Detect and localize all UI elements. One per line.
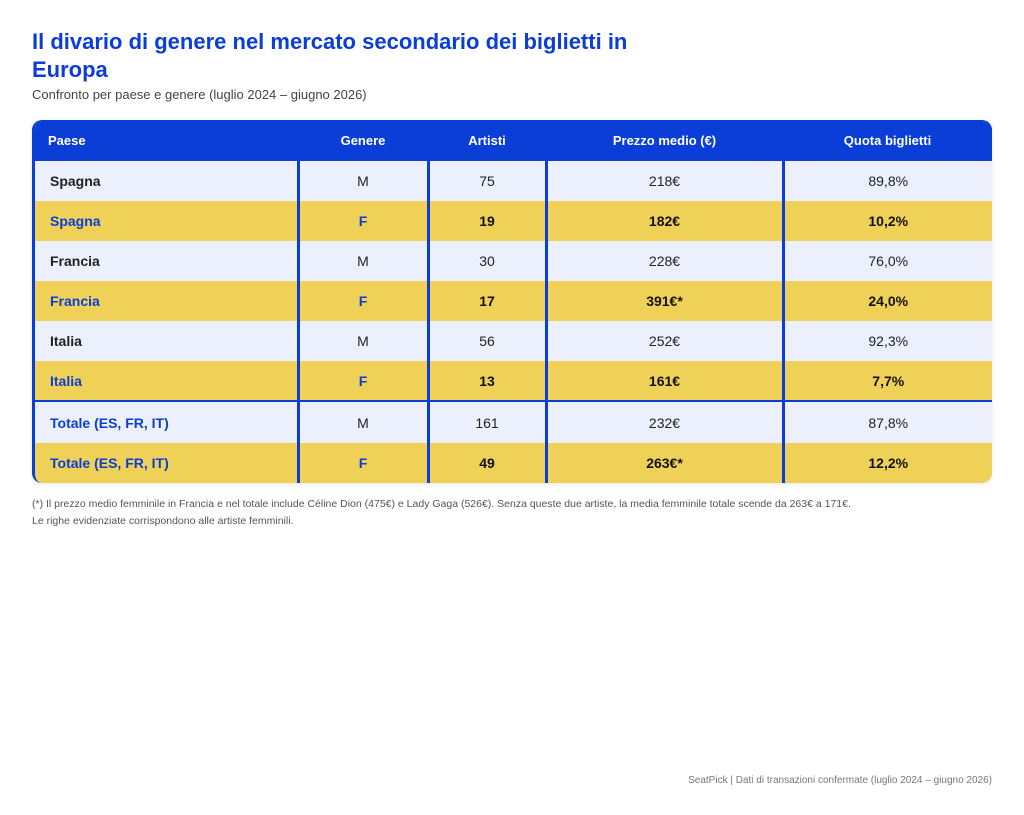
cell-artists: 49	[428, 443, 548, 483]
cell-country: Francia	[35, 241, 300, 281]
cell-price: 232€	[546, 400, 785, 443]
column-header-artists: Artisti	[428, 120, 546, 161]
cell-country: Italia	[35, 321, 300, 361]
cell-price: 228€	[546, 241, 785, 281]
table-row: Totale (ES, FR, IT) F 49 263€* 12,2%	[35, 443, 992, 483]
cell-price: 182€	[546, 201, 785, 241]
cell-price: 161€	[546, 361, 785, 401]
cell-gender: F	[298, 201, 430, 241]
cell-country: Spagna	[35, 161, 300, 201]
cell-country: Italia	[35, 361, 300, 401]
column-header-gender: Genere	[298, 120, 428, 161]
data-table: Paese Genere Artisti Prezzo medio (€) Qu…	[35, 120, 992, 483]
table-row: Francia M 30 228€ 76,0%	[35, 241, 992, 281]
cell-artists: 75	[428, 161, 548, 201]
table-row: Francia F 17 391€* 24,0%	[35, 281, 992, 321]
data-table-container: Paese Genere Artisti Prezzo medio (€) Qu…	[32, 120, 992, 483]
footnote-asterisk: (*) Il prezzo medio femminile in Francia…	[32, 498, 851, 510]
table-header-row: Paese Genere Artisti Prezzo medio (€) Qu…	[35, 120, 992, 161]
cell-gender: F	[298, 281, 430, 321]
cell-country: Spagna	[35, 201, 300, 241]
cell-country: Totale (ES, FR, IT)	[35, 443, 300, 483]
cell-gender: F	[298, 443, 430, 483]
table-row: Spagna F 19 182€ 10,2%	[35, 201, 992, 241]
cell-price: 263€*	[546, 443, 785, 483]
cell-artists: 13	[428, 361, 548, 401]
cell-price: 218€	[546, 161, 785, 201]
column-header-share: Quota biglietti	[783, 120, 992, 161]
footnotes: (*) Il prezzo medio femminile in Francia…	[32, 496, 992, 530]
footnote-highlight: Le righe evidenziate corrispondono alle …	[32, 515, 294, 527]
page-title: Il divario di genere nel mercato seconda…	[32, 29, 628, 82]
cell-share: 12,2%	[783, 443, 992, 483]
table-row: Spagna M 75 218€ 89,8%	[35, 161, 992, 201]
cell-gender: M	[298, 400, 430, 443]
cell-gender: M	[298, 161, 430, 201]
cell-artists: 19	[428, 201, 548, 241]
page-subtitle: Confronto per paese e genere (luglio 202…	[32, 87, 367, 102]
cell-gender: M	[298, 241, 430, 281]
table-body: Spagna M 75 218€ 89,8% Spagna F 19 182€ 10,2% Fran…	[35, 161, 992, 483]
cell-share: 24,0%	[783, 281, 992, 321]
cell-artists: 161	[428, 400, 548, 443]
cell-price: 252€	[546, 321, 785, 361]
cell-gender: M	[298, 321, 430, 361]
cell-country: Francia	[35, 281, 300, 321]
table-row: Italia F 13 161€ 7,7%	[35, 361, 992, 401]
cell-artists: 56	[428, 321, 548, 361]
cell-share: 7,7%	[783, 361, 992, 401]
cell-share: 76,0%	[783, 241, 992, 281]
cell-price: 391€*	[546, 281, 785, 321]
table-row: Italia M 56 252€ 92,3%	[35, 321, 992, 361]
cell-share: 92,3%	[783, 321, 992, 361]
table-row: Totale (ES, FR, IT) M 161 232€ 87,8%	[35, 400, 992, 443]
cell-country: Totale (ES, FR, IT)	[35, 400, 300, 443]
cell-share: 87,8%	[783, 400, 992, 443]
column-header-price: Prezzo medio (€)	[546, 120, 783, 161]
cell-gender: F	[298, 361, 430, 401]
cell-artists: 17	[428, 281, 548, 321]
source-note: SeatPick | Dati di transazioni confermat…	[688, 775, 992, 786]
column-header-country: Paese	[35, 120, 298, 161]
cell-share: 89,8%	[783, 161, 992, 201]
cell-share: 10,2%	[783, 201, 992, 241]
cell-artists: 30	[428, 241, 548, 281]
